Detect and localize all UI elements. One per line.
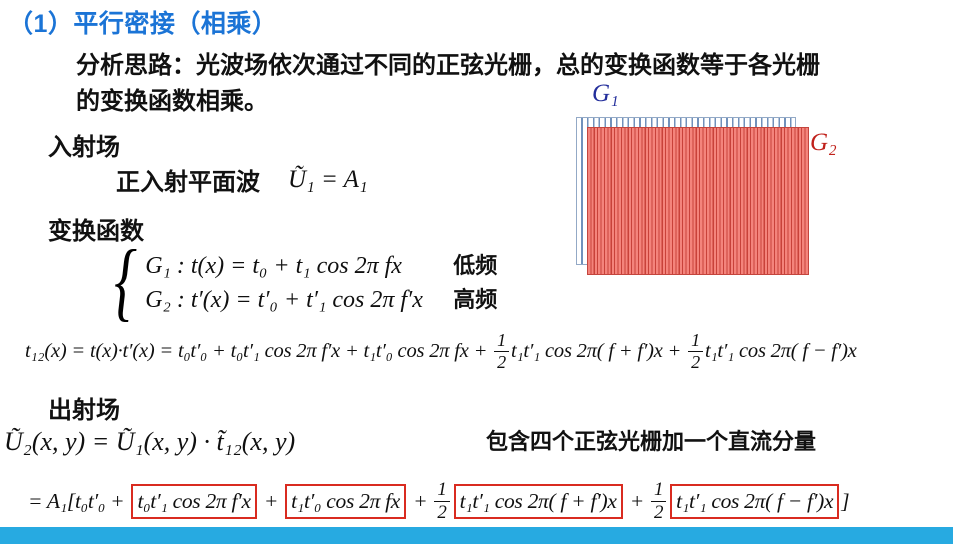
incident-wave-label: 正入射平面波	[116, 169, 260, 196]
equation-text: t₁t′₁ cos 2π( f + f′)x +	[510, 339, 687, 362]
exit-field-formula: Ũ₂(x, y) = Ũ₁(x, y) · t̃₁₂(x, y)	[4, 427, 296, 456]
g1-frequency-tag: 低频	[453, 253, 498, 279]
grating-g2-label: G₂	[810, 129, 837, 156]
highlighted-term-box: t₀t′₁ cos 2π f′x	[131, 483, 257, 519]
incident-field-formula: Ũ₁ = A₁	[288, 165, 368, 193]
equation-text: = A₁[t₀t′₀ +	[28, 488, 130, 513]
grating-g2-rect	[587, 127, 809, 275]
equation-text: +	[624, 488, 649, 513]
g2-equation: G₂ : t′(x) = t′₀ + t′₁ cos 2π f′x	[145, 287, 423, 314]
analysis-line-1: 分析思路：光波场依次通过不同的正弦光栅，总的变换函数等于各光栅	[76, 52, 820, 79]
transform-equation-system: { G₁ : t(x) = t₀ + t₁ cos 2π fx 低频 G₂ : …	[108, 233, 497, 330]
equation-text: t₁t′₁ cos 2π( f − f′)x	[704, 339, 857, 362]
equation-output-expanded: = A₁[t₀t′₀ + t₀t′₁ cos 2π f′x + t₁t′₀ co…	[28, 472, 950, 530]
highlighted-term-box: t₁t′₁ cos 2π( f − f′)x	[670, 483, 840, 519]
heading-transform-function: 变换函数	[48, 218, 144, 245]
grating-g1-label: G₁	[592, 80, 619, 107]
g2-equation-row: G₂ : t′(x) = t′₀ + t′₁ cos 2π f′x 高频	[145, 282, 497, 316]
equation-text: +	[408, 488, 433, 513]
g1-equation-row: G₁ : t(x) = t₀ + t₁ cos 2π fx 低频	[145, 248, 497, 282]
heading-incident-field: 入射场	[48, 134, 120, 161]
equation-t12-product: t₁₂(x) = t(x)·t′(x) = t₀t′₀ + t₀t′₁ cos …	[25, 326, 947, 376]
equation-text: ]	[841, 488, 850, 513]
g2-frequency-tag: 高频	[453, 287, 498, 313]
highlighted-term-box: t₁t′₁ cos 2π( f + f′)x	[453, 483, 623, 519]
system-rows: G₁ : t(x) = t₀ + t₁ cos 2π fx 低频 G₂ : t′…	[145, 248, 497, 316]
dc-component-note: 包含四个正弦光栅加一个直流分量	[486, 429, 817, 454]
incident-field-row: 正入射平面波 Ũ₁ = A₁	[116, 162, 368, 197]
bottom-accent-bar	[0, 527, 953, 544]
g1-equation: G₁ : t(x) = t₀ + t₁ cos 2π fx	[145, 253, 402, 280]
slide-title: （1）平行密接（相乘）	[8, 10, 278, 38]
equation-text: +	[258, 488, 284, 513]
system-brace: {	[114, 233, 138, 330]
equation-text: t₁₂(x) = t(x)·t′(x) = t₀t′₀ + t₀t′₁ cos …	[25, 339, 493, 362]
analysis-line-2: 的变换函数相乘。	[76, 88, 268, 115]
analysis-text: 分析思路：光波场依次通过不同的正弦光栅，总的变换函数等于各光栅 的变换函数相乘。	[76, 48, 820, 120]
highlighted-term-box: t₁t′₀ cos 2π fx	[285, 483, 407, 519]
heading-exit-field: 出射场	[48, 397, 120, 424]
